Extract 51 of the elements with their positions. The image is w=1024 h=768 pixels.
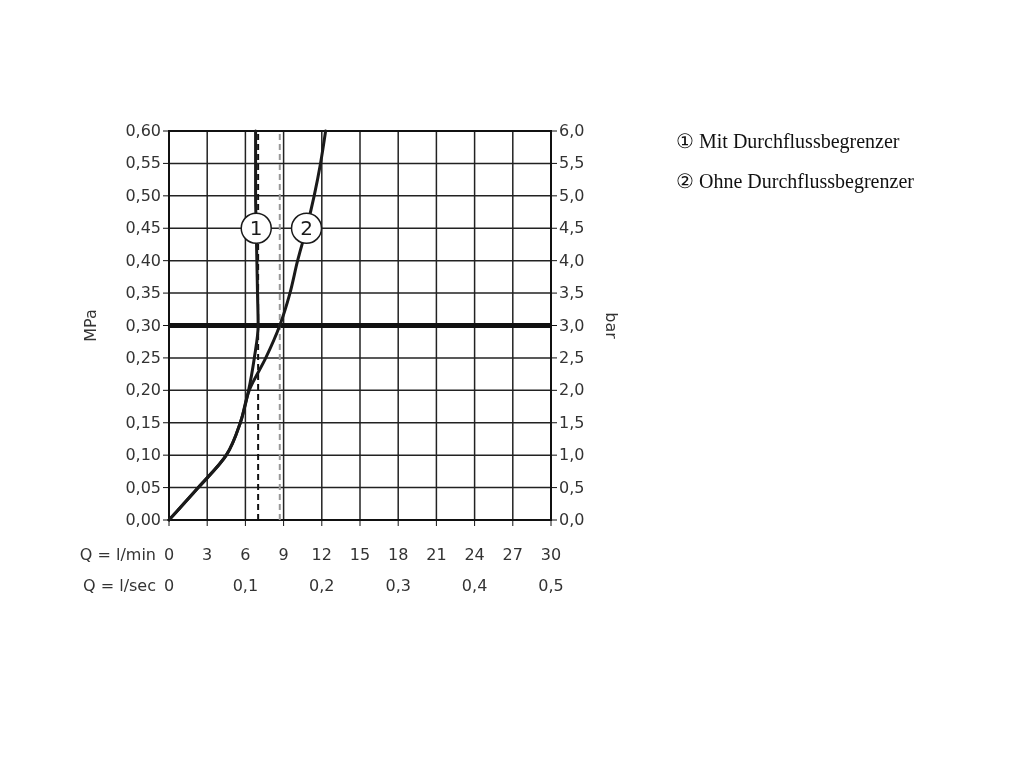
y-tick-label: 0,10 bbox=[125, 445, 161, 465]
x-tick-label: 18 bbox=[388, 545, 409, 564]
y-tick-label: 0,60 bbox=[125, 121, 161, 140]
y-tick-label: 0,45 bbox=[125, 218, 161, 238]
x2-tick-label: 0,1 bbox=[232, 576, 259, 595]
y2-tick-label: 4,5 bbox=[559, 218, 585, 238]
x2-tick-label: 0 bbox=[163, 576, 175, 595]
y2-tick-label: 5,5 bbox=[559, 153, 585, 173]
y2-tick-label: 2,5 bbox=[559, 347, 585, 367]
y2-tick-label: 1,5 bbox=[559, 412, 585, 432]
x-tick-label: 9 bbox=[278, 545, 289, 564]
x-tick-label: 6 bbox=[240, 545, 251, 564]
y2-tick-label: 4,0 bbox=[559, 250, 585, 270]
y-tick-label: 0,20 bbox=[125, 380, 161, 400]
y-tick-label: 0,35 bbox=[125, 283, 161, 303]
y2-tick-label: 6,0 bbox=[559, 121, 585, 140]
x2-tick-label: 0,2 bbox=[309, 576, 335, 595]
y2-axis-title: bar bbox=[602, 312, 621, 340]
y2-tick-label: 5,0 bbox=[559, 185, 585, 205]
x-tick-label: 12 bbox=[311, 545, 332, 564]
y2-tick-label: 2,0 bbox=[559, 380, 585, 400]
x2-tick-label: 0,4 bbox=[461, 576, 488, 595]
x-tick-label: 27 bbox=[502, 545, 523, 564]
text: ① Mit Durchflussbegrenzer bbox=[676, 130, 900, 153]
y-tick-label: 0,25 bbox=[125, 347, 161, 367]
y-tick-label: 0,05 bbox=[125, 477, 161, 497]
y-tick-label: 0,40 bbox=[125, 250, 161, 270]
x2-tick-label: 0,3 bbox=[385, 576, 411, 595]
y2-tick-label: 0,0 bbox=[559, 510, 585, 529]
x2-axis-title: Q = l/sec bbox=[83, 576, 156, 595]
x2-tick-label: 0,5 bbox=[538, 576, 564, 595]
series-label: 2 bbox=[300, 216, 313, 241]
x-tick-label: 30 bbox=[540, 545, 562, 564]
y-tick-label: 0,15 bbox=[125, 412, 161, 432]
x-axis-title: Q = l/min bbox=[79, 545, 156, 564]
y-tick-label: 0,50 bbox=[125, 185, 161, 205]
x-tick-label: 3 bbox=[202, 545, 213, 564]
y2-tick-label: 0,5 bbox=[559, 477, 585, 497]
y2-tick-label: 3,5 bbox=[559, 283, 585, 303]
text: ② Ohne Durchflussbegrenzer bbox=[676, 170, 915, 193]
y2-tick-label: 3,0 bbox=[559, 315, 585, 335]
y-axis-title: MPa bbox=[81, 309, 100, 342]
x-tick-label: 0 bbox=[163, 545, 175, 564]
y-tick-label: 0,55 bbox=[125, 153, 161, 173]
y-tick-label: 0,30 bbox=[125, 315, 161, 335]
y2-tick-label: 1,0 bbox=[559, 445, 585, 465]
x-tick-label: 21 bbox=[426, 545, 447, 564]
series-label: 1 bbox=[249, 216, 263, 241]
y-tick-label: 0,00 bbox=[125, 510, 161, 529]
x-tick-label: 24 bbox=[464, 545, 485, 564]
x-tick-label: 15 bbox=[349, 545, 371, 564]
